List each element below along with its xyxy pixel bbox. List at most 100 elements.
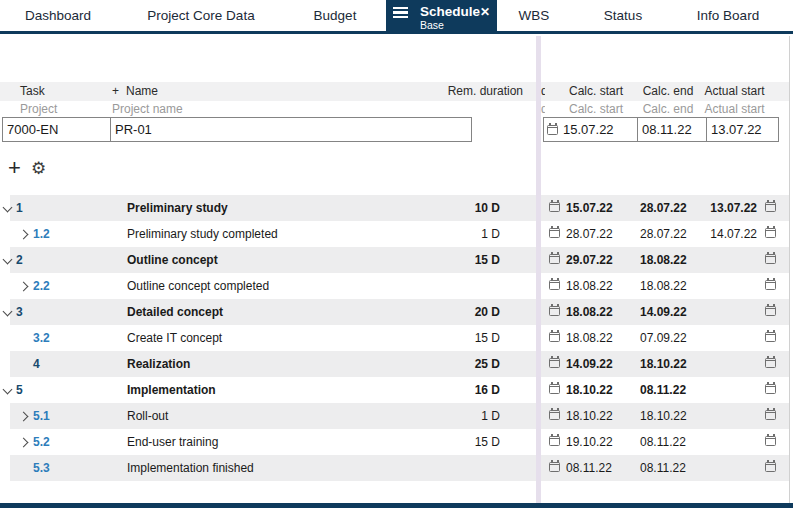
calendar-icon[interactable] [549,332,560,342]
project-calc-start-value: 15.07.22 [563,122,614,137]
task-row[interactable]: 5 Implementation 16 D 18.10.22 08.11.22 [10,377,789,403]
task-id[interactable]: 4 [33,351,40,377]
expand-chevron-icon[interactable] [19,230,29,240]
tab-wbs[interactable]: WBS [510,0,558,31]
calendar-icon[interactable] [765,254,776,264]
task-id[interactable]: 5 [16,377,23,403]
calendar-icon[interactable] [765,436,776,446]
calendar-icon[interactable] [765,332,776,342]
task-rem-duration: 1 D [430,403,500,429]
task-rem-duration: 15 D [430,429,500,455]
task-calc-start: 18.10.22 [566,403,613,429]
calendar-icon[interactable] [765,462,776,472]
calendar-icon[interactable] [765,228,776,238]
expand-chevron-icon[interactable] [19,412,29,422]
expand-chevron-icon[interactable] [3,255,13,265]
task-row[interactable]: 5.3 Implementation finished 08.11.22 08.… [10,455,789,481]
task-calc-end: 18.08.22 [640,273,687,299]
task-calc-end: 28.07.22 [640,221,687,247]
task-id[interactable]: 3.2 [33,325,50,351]
tab-dashboard[interactable]: Dashboard [14,0,102,31]
calendar-icon[interactable] [549,254,560,264]
clipped-subheader: d [541,101,545,117]
task-name: End-user training [127,429,218,455]
task-row[interactable]: 5.1 Roll-out 1 D 18.10.22 18.10.22 [10,403,789,429]
project-actual-start-field[interactable]: 13.07.22 [706,117,779,142]
task-id[interactable]: 5.3 [33,455,50,481]
calendar-icon[interactable] [549,436,560,446]
task-row[interactable]: 5.2 End-user training 15 D 19.10.22 08.1… [10,429,789,455]
bottom-bar [0,503,793,508]
calendar-icon[interactable] [549,202,560,212]
task-calc-start: 08.11.22 [566,455,612,481]
subheader-calc-start: Calc. start [556,101,636,117]
calendar-icon[interactable] [765,280,776,290]
calendar-icon[interactable] [765,202,776,212]
task-id[interactable]: 5.1 [33,403,50,429]
task-rem-duration: 10 D [430,195,500,221]
calendar-icon[interactable] [549,358,560,368]
task-row[interactable]: 4 Realization 25 D 14.09.22 18.10.22 [10,351,789,377]
expand-chevron-icon[interactable] [19,438,29,448]
calendar-icon[interactable] [765,306,776,316]
project-name-field[interactable]: PR-01 [111,122,471,137]
project-id-field[interactable]: 7000-EN [3,118,111,141]
task-id[interactable]: 3 [16,299,23,325]
task-row[interactable]: 3.2 Create IT concept 15 D 18.08.22 07.0… [10,325,789,351]
grid-header-row: Task + Name Rem. duration d Calc. start … [0,82,789,101]
add-column-icon[interactable]: + [112,82,119,101]
task-id[interactable]: 2.2 [33,273,50,299]
task-id[interactable]: 1 [16,195,23,221]
task-row[interactable]: 2 Outline concept 15 D 29.07.22 18.08.22 [10,247,789,273]
expand-chevron-icon[interactable] [3,385,13,395]
calendar-icon[interactable] [549,462,560,472]
tab-schedule[interactable]: Schedule ✕ Base [386,0,497,34]
project-calc-start-field[interactable]: 15.07.22 [543,117,641,142]
expand-chevron-icon[interactable] [3,307,13,317]
calendar-icon[interactable] [549,306,560,316]
task-row[interactable]: 1.2 Preliminary study completed 1 D 28.0… [10,221,789,247]
task-calc-end: 14.09.22 [640,299,687,325]
task-row[interactable]: 2.2 Outline concept completed 18.08.22 1… [10,273,789,299]
subheader-actual-start: Actual start [692,101,777,117]
column-header-name[interactable]: Name [126,82,158,101]
project-calc-end-field[interactable]: 08.11.22 [637,117,708,142]
calendar-icon[interactable] [549,384,560,394]
right-pane-border [789,36,790,503]
calendar-icon[interactable] [549,228,560,238]
expand-chevron-icon[interactable] [3,203,13,213]
tab-status[interactable]: Status [595,0,651,31]
task-rem-duration: 20 D [430,299,500,325]
task-id[interactable]: 5.2 [33,429,50,455]
calendar-icon[interactable] [765,384,776,394]
task-id[interactable]: 1.2 [33,221,50,247]
calendar-icon[interactable] [547,125,558,135]
task-id[interactable]: 2 [16,247,23,273]
tab-project-core-data[interactable]: Project Core Data [145,0,257,31]
column-header-rem-duration[interactable]: Rem. duration [420,82,523,101]
menu-icon[interactable] [393,7,408,18]
task-calc-end: 08.11.22 [640,455,686,481]
calendar-icon[interactable] [549,280,560,290]
calendar-icon[interactable] [549,410,560,420]
calendar-icon[interactable] [765,358,776,368]
task-calc-end: 08.11.22 [640,377,686,403]
clipped-column-header: d [541,82,545,101]
tab-schedule-sublabel: Base [393,19,490,31]
task-row[interactable]: 1 Preliminary study 10 D 15.07.22 28.07.… [10,195,789,221]
task-name: Implementation finished [127,455,254,481]
gear-icon[interactable]: ⚙ [31,159,46,179]
tab-info-board[interactable]: Info Board [695,0,761,31]
column-header-calc-start[interactable]: Calc. start [556,82,636,101]
add-task-button[interactable]: + [8,156,21,180]
pane-splitter[interactable] [536,36,541,503]
grid-subheader-row: Project Project name d Calc. start Calc.… [0,101,789,117]
tab-budget[interactable]: Budget [305,0,365,31]
task-name: Preliminary study [127,195,228,221]
calendar-icon[interactable] [765,410,776,420]
expand-chevron-icon[interactable] [19,282,29,292]
close-icon[interactable]: ✕ [480,5,490,19]
column-header-task[interactable]: Task [20,82,45,101]
column-header-actual-start[interactable]: Actual start [692,82,777,101]
task-row[interactable]: 3 Detailed concept 20 D 18.08.22 14.09.2… [10,299,789,325]
